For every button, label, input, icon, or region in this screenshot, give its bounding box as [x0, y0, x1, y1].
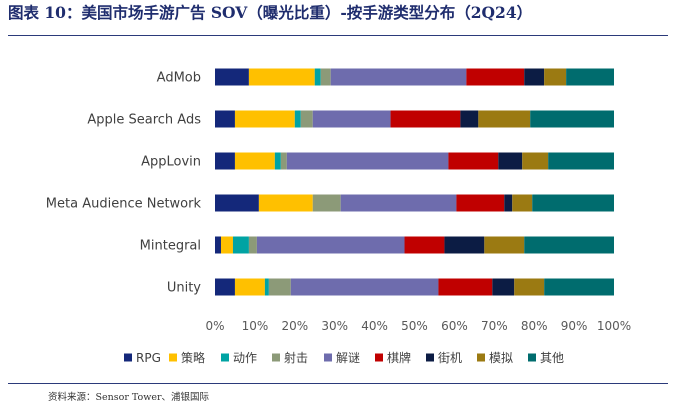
legend-swatch-series-0	[124, 353, 132, 362]
category-label-apple-search-ads: Apple Search Ads	[87, 113, 201, 128]
bar-segment-applovin-series-6	[498, 152, 523, 170]
bar-segment-unity-series-7	[514, 278, 545, 296]
bar-segment-unity-series-5	[438, 278, 493, 296]
category-label-meta-audience-network: Meta Audience Network	[46, 197, 202, 212]
bar-segment-meta-audience-network-series-0	[215, 194, 259, 212]
bar-segment-apple-search-ads-series-0	[215, 110, 235, 128]
category-label-mintegral: Mintegral	[140, 239, 201, 254]
legend-label-series-6: 街机	[438, 351, 462, 365]
legend-swatch-series-4	[324, 353, 332, 362]
legend-label-series-0: RPG	[136, 351, 161, 365]
bar-segment-mintegral-series-8	[524, 236, 614, 254]
bar-segment-applovin-series-1	[234, 152, 275, 170]
bar-segment-meta-audience-network-series-4	[340, 194, 457, 212]
bar-segment-meta-audience-network-series-1	[258, 194, 313, 212]
category-label-unity: Unity	[167, 281, 201, 296]
x-tick-label: 100%	[597, 319, 631, 333]
title-divider	[8, 35, 668, 36]
category-label-admob: AdMob	[157, 71, 201, 86]
legend-swatch-series-2	[221, 353, 229, 362]
bar-segment-meta-audience-network-series-6	[504, 194, 513, 212]
bar-segment-mintegral-series-7	[484, 236, 525, 254]
bar-segment-apple-search-ads-series-2	[294, 110, 301, 128]
chart-title: 图表 10：美国市场手游广告 SOV（曝光比重）-按手游类型分布（2Q24）	[8, 3, 533, 22]
x-tick-label: 80%	[521, 319, 548, 333]
bar-segment-mintegral-series-4	[256, 236, 405, 254]
bar-segment-meta-audience-network-series-3	[312, 194, 341, 212]
bar-segment-applovin-series-0	[215, 152, 235, 170]
bar-segment-unity-series-4	[290, 278, 439, 296]
legend-swatch-series-5	[375, 353, 383, 362]
bar-segment-apple-search-ads-series-4	[312, 110, 391, 128]
bar-segment-admob-series-4	[330, 68, 467, 86]
bar-segment-meta-audience-network-series-7	[512, 194, 533, 212]
category-labels: AdMob Apple Search Ads AppLovin Meta Audien…	[46, 71, 202, 296]
bar-segment-mintegral-series-3	[248, 236, 257, 254]
bar-segment-mintegral-series-2	[232, 236, 249, 254]
bar-segment-admob-series-5	[466, 68, 525, 86]
bar-segment-mintegral-series-5	[404, 236, 445, 254]
x-tick-label: 90%	[561, 319, 588, 333]
bars-layer	[215, 68, 614, 296]
bar-segment-unity-series-2	[264, 278, 269, 296]
legend-label-series-7: 模拟	[489, 351, 513, 365]
x-tick-label: 50%	[401, 319, 428, 333]
x-axis-ticks: 0% 10% 20% 30% 40% 50% 60% 70% 80% 90% 100%	[205, 319, 631, 333]
legend-label-series-4: 解谜	[336, 351, 360, 365]
bar-segment-applovin-series-2	[274, 152, 281, 170]
legend-swatch-series-1	[169, 353, 177, 362]
bar-segment-mintegral-series-0	[215, 236, 221, 254]
bar-segment-apple-search-ads-series-3	[300, 110, 313, 128]
legend-label-series-1: 策略	[181, 350, 205, 365]
bar-segment-applovin-series-4	[286, 152, 449, 170]
x-tick-label: 40%	[361, 319, 388, 333]
bar-segment-applovin-series-7	[522, 152, 549, 170]
bar-segment-mintegral-series-1	[220, 236, 233, 254]
x-tick-label: 0%	[205, 319, 224, 333]
bar-segment-unity-series-8	[544, 278, 614, 296]
legend-label-series-5: 棋牌	[387, 351, 411, 365]
bar-segment-admob-series-1	[248, 68, 315, 86]
bar-segment-apple-search-ads-series-8	[530, 110, 614, 128]
bar-segment-admob-series-7	[544, 68, 567, 86]
x-tick-label: 30%	[321, 319, 348, 333]
bar-segment-apple-search-ads-series-7	[478, 110, 531, 128]
bar-segment-applovin-series-5	[448, 152, 499, 170]
bar-segment-admob-series-3	[320, 68, 331, 86]
legend-label-series-3: 射击	[284, 350, 308, 365]
source-divider	[8, 383, 668, 384]
x-tick-label: 70%	[481, 319, 508, 333]
source-note: 资料来源：Sensor Tower、浦银国际	[48, 392, 210, 403]
legend-label-series-2: 动作	[233, 351, 257, 365]
bar-segment-admob-series-6	[524, 68, 545, 86]
category-label-applovin: AppLovin	[141, 155, 201, 170]
x-tick-label: 20%	[281, 319, 308, 333]
bar-segment-apple-search-ads-series-6	[460, 110, 479, 128]
x-tick-label: 10%	[242, 319, 269, 333]
legend-swatch-series-6	[426, 353, 434, 362]
bar-segment-unity-series-0	[215, 278, 235, 296]
legend: RPG 策略 动作 射击 解谜 棋牌 街机 模拟 其他	[124, 350, 564, 365]
legend-label-series-8: 其他	[540, 351, 564, 365]
bar-segment-meta-audience-network-series-8	[532, 194, 614, 212]
bar-segment-apple-search-ads-series-5	[390, 110, 461, 128]
bar-segment-unity-series-3	[268, 278, 291, 296]
bar-segment-applovin-series-3	[280, 152, 287, 170]
bar-segment-applovin-series-8	[548, 152, 614, 170]
bar-segment-unity-series-6	[492, 278, 515, 296]
x-tick-label: 60%	[441, 319, 468, 333]
bar-segment-admob-series-2	[314, 68, 321, 86]
legend-swatch-series-8	[528, 353, 536, 362]
bar-segment-meta-audience-network-series-5	[456, 194, 505, 212]
legend-swatch-series-7	[477, 353, 485, 362]
legend-swatch-series-3	[272, 353, 280, 362]
bar-segment-admob-series-0	[215, 68, 249, 86]
bar-segment-mintegral-series-6	[444, 236, 485, 254]
bar-segment-admob-series-8	[566, 68, 614, 86]
bar-segment-unity-series-1	[234, 278, 265, 296]
bar-segment-apple-search-ads-series-1	[234, 110, 295, 128]
